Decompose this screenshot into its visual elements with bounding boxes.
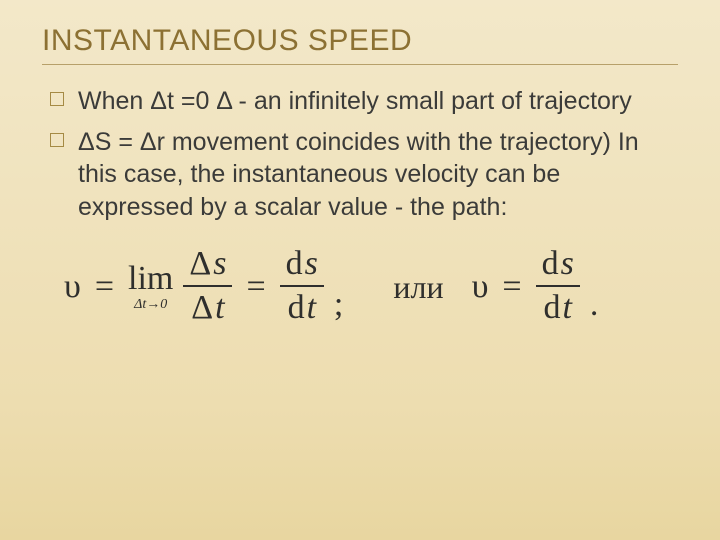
upsilon-symbol: υ (64, 268, 81, 306)
equals-sign: = (91, 268, 118, 306)
period: . (590, 286, 599, 324)
fraction-dsdt-2: ds dt (536, 247, 580, 327)
equation-left: υ = lim Δt→0 Δs Δt = ds dt ; (64, 247, 343, 327)
upsilon-symbol: υ (472, 268, 489, 306)
list-item: ΔS = Δr movement coincides with the traj… (46, 126, 678, 224)
bullet-list: When Δt =0 Δ - an infinitely small part … (42, 85, 678, 223)
limit-subscript: Δt→0 (134, 298, 167, 312)
equation-right: υ = ds dt . (472, 247, 599, 327)
equation-row: υ = lim Δt→0 Δs Δt = ds dt ; или υ = (42, 247, 678, 327)
limit-operator: lim Δt→0 (128, 262, 173, 312)
list-item: When Δt =0 Δ - an infinitely small part … (46, 85, 678, 118)
page-title: INSTANTANEOUS SPEED (42, 24, 678, 65)
fraction-bar (536, 285, 580, 287)
equals-sign: = (242, 268, 269, 306)
or-word: или (361, 269, 453, 306)
slide: INSTANTANEOUS SPEED When Δt =0 Δ - an in… (0, 0, 720, 540)
fraction-bar (183, 285, 232, 287)
semicolon: ; (334, 286, 343, 324)
equals-sign: = (498, 268, 525, 306)
fraction-bar (280, 285, 324, 287)
limit-label: lim (128, 262, 173, 296)
fraction-delta: Δs Δt (183, 247, 232, 327)
fraction-dsdt-1: ds dt (280, 247, 324, 327)
